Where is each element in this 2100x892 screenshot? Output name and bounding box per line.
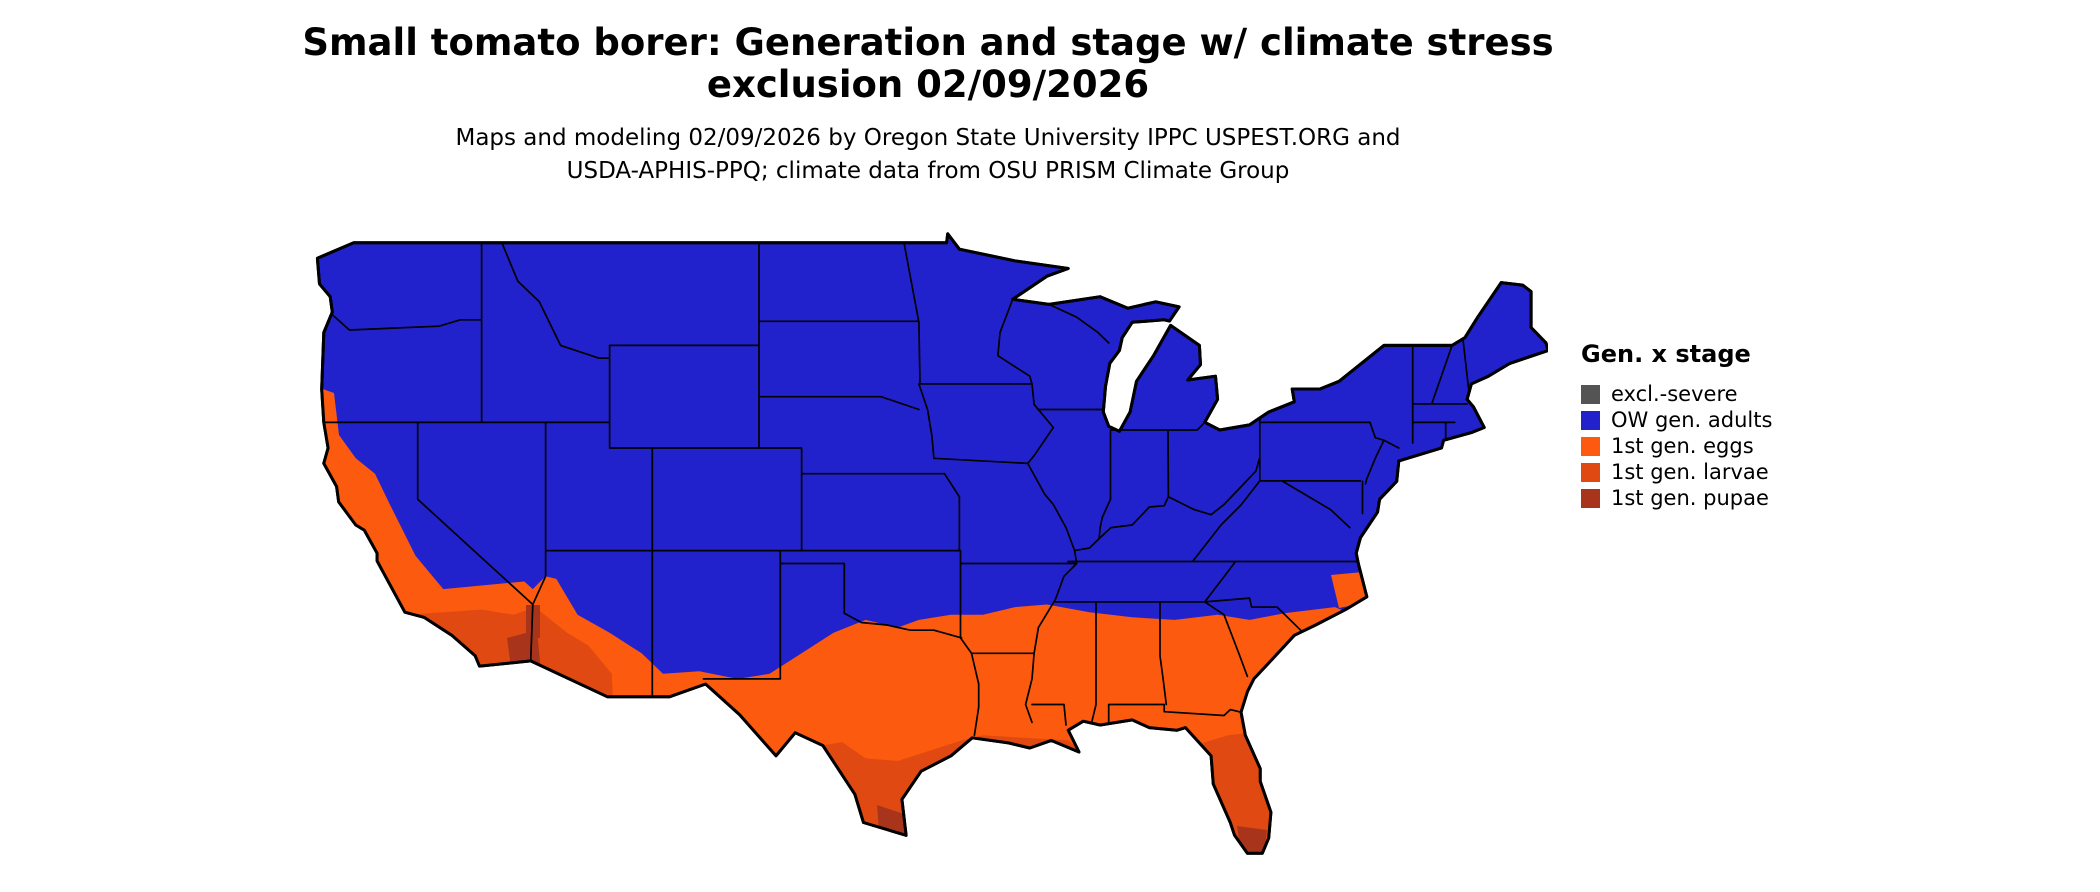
map-subtitle-line1: Maps and modeling 02/09/2026 by Oregon S… xyxy=(455,125,1401,151)
state-borders xyxy=(322,241,1471,737)
legend-label-1st-gen-larvae: 1st gen. larvae xyxy=(1611,460,1769,484)
region-1st-gen-eggs-outer-banks xyxy=(1331,572,1369,608)
legend-item-1st-gen-pupae: 1st gen. pupae xyxy=(1581,485,1772,511)
title-block: Small tomato borer: Generation and stage… xyxy=(0,22,1856,188)
legend-label-1st-gen-eggs: 1st gen. eggs xyxy=(1611,434,1754,458)
us-map xyxy=(315,232,1548,855)
legend-label-1st-gen-pupae: 1st gen. pupae xyxy=(1611,486,1769,510)
legend: Gen. x stage excl.-severe OW gen. adults… xyxy=(1581,340,1772,511)
legend-item-1st-gen-larvae: 1st gen. larvae xyxy=(1581,459,1772,485)
legend-swatch-ow-gen-adults xyxy=(1581,410,1600,430)
legend-swatch-excl-severe xyxy=(1581,384,1600,404)
legend-swatch-1st-gen-eggs xyxy=(1581,436,1600,456)
legend-swatch-1st-gen-larvae xyxy=(1581,462,1600,482)
map-subtitle-line2: USDA-APHIS-PPQ; climate data from OSU PR… xyxy=(566,158,1290,184)
legend-item-1st-gen-eggs: 1st gen. eggs xyxy=(1581,433,1772,459)
map-title-line2: exclusion 02/09/2026 xyxy=(706,63,1150,106)
legend-label-excl-severe: excl.-severe xyxy=(1611,382,1738,406)
subtitle-block: Maps and modeling 02/09/2026 by Oregon S… xyxy=(0,122,1856,188)
legend-item-excl-severe: excl.-severe xyxy=(1581,381,1772,407)
legend-swatch-1st-gen-pupae xyxy=(1581,488,1600,508)
map-title-line1: Small tomato borer: Generation and stage… xyxy=(302,21,1554,64)
legend-title: Gen. x stage xyxy=(1581,340,1751,368)
legend-label-ow-gen-adults: OW gen. adults xyxy=(1611,408,1773,432)
legend-item-ow-gen-adults: OW gen. adults xyxy=(1581,407,1772,433)
